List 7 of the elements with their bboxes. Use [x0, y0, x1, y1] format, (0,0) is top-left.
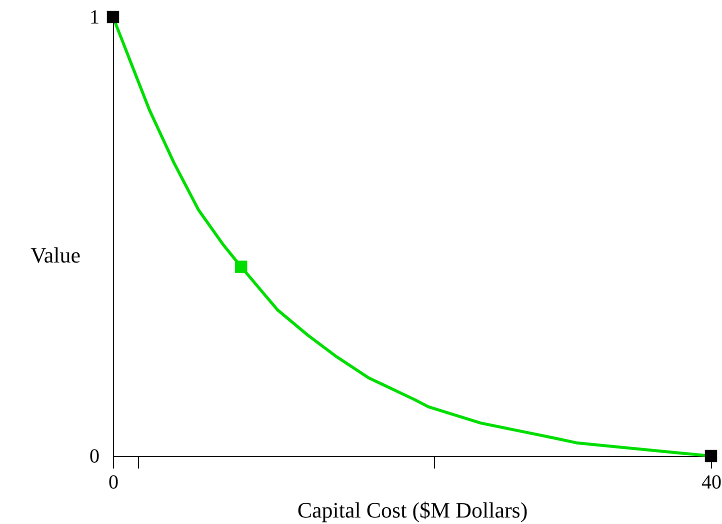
- point: [106, 10, 120, 24]
- y-tick-label: 1: [90, 6, 100, 28]
- point: [704, 450, 718, 462]
- y-axis-title: Value: [30, 242, 81, 268]
- x-tick-label: 40: [702, 472, 722, 494]
- point: [235, 260, 248, 273]
- x-axis-title: Capital Cost ($M Dollars): [297, 498, 528, 522]
